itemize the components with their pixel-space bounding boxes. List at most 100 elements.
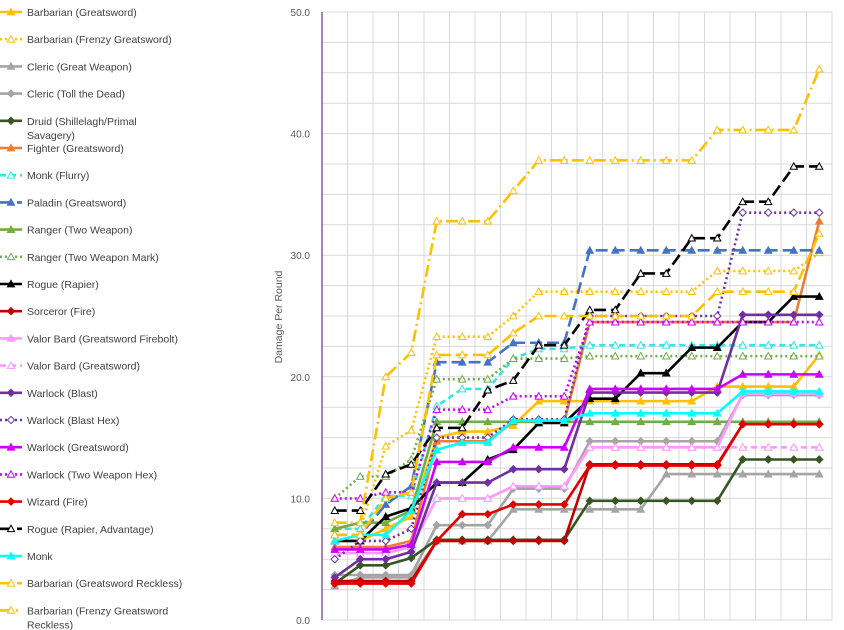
data-point: [508, 504, 518, 513]
data-point: [381, 372, 391, 381]
data-point: [687, 351, 697, 360]
legend-entry: Rogue (Rapier): [0, 279, 99, 291]
data-point: [406, 524, 416, 534]
gridlines: [321, 11, 833, 621]
y-tick-label: 10.0: [291, 494, 311, 505]
data-point: [585, 311, 595, 320]
data-point: [508, 500, 518, 509]
y-tick-label: 20.0: [291, 373, 311, 384]
data-point: [381, 579, 391, 588]
series-15: [330, 310, 824, 582]
data-point: [712, 317, 722, 326]
data-point: [355, 536, 365, 546]
data-point: [534, 504, 544, 513]
data-point: [432, 536, 442, 546]
data-point: [738, 351, 748, 360]
data-point: [457, 374, 467, 383]
legend-entry: Ranger (Two Weapon Mark): [0, 252, 159, 264]
data-point: [661, 442, 671, 451]
data-point: [712, 417, 722, 426]
legend-entry: Barbarian (Greatsword Reckless): [0, 578, 182, 590]
data-point: [483, 509, 493, 519]
legend-entry: Warlock (Blast Hex): [0, 415, 119, 427]
legend-label: Cleric (Great Weapon): [27, 61, 132, 73]
data-point: [687, 155, 697, 164]
data-point: [738, 245, 748, 254]
data-point: [483, 385, 493, 394]
data-point: [559, 391, 569, 400]
data-point: [738, 125, 748, 134]
data-point: [534, 481, 544, 490]
legend-label: Fighter (Greatsword): [27, 143, 124, 155]
data-point: [789, 442, 799, 451]
series-23: [330, 64, 824, 527]
data-point: [534, 155, 544, 164]
data-point: [814, 161, 824, 170]
data-point: [610, 461, 620, 470]
data-point: [381, 560, 391, 570]
data-point: [687, 233, 697, 242]
data-point: [687, 311, 697, 320]
data-point: [508, 442, 518, 451]
data-point: [789, 317, 799, 326]
data-point: [534, 464, 544, 474]
data-point: [508, 536, 518, 546]
legend-label: Paladin (Greatsword): [27, 197, 126, 209]
legend-entry: Rogue (Rapier, Advantage): [0, 524, 154, 536]
legend-label: Warlock (Blast Hex): [27, 415, 119, 427]
data-point: [661, 268, 671, 277]
data-point: [534, 442, 544, 451]
legend-label: Valor Bard (Greatsword Firebolt): [27, 333, 178, 345]
data-point: [381, 512, 391, 521]
data-point: [610, 496, 620, 506]
data-point: [763, 351, 773, 360]
data-point: [508, 375, 518, 384]
data-point: [712, 266, 722, 275]
data-point: [763, 310, 773, 320]
data-point: [406, 459, 416, 468]
data-point: [6, 306, 16, 316]
legend-entry: Monk: [0, 551, 53, 563]
data-point: [534, 311, 544, 320]
data-point: [534, 287, 544, 296]
data-point: [457, 357, 467, 366]
data-point: [636, 317, 646, 326]
legend-entry: Wizard (Fire): [0, 497, 88, 509]
data-point: [406, 425, 416, 434]
data-point: [763, 369, 773, 378]
data-point: [789, 386, 799, 395]
data-point: [330, 554, 340, 564]
data-point: [661, 351, 671, 360]
data-point: [738, 287, 748, 296]
data-point: [330, 544, 340, 553]
legend-entry: Ranger (Two Weapon): [0, 225, 132, 237]
data-point: [789, 287, 799, 296]
data-point: [6, 497, 16, 506]
data-point: [687, 469, 697, 478]
data-point: [508, 481, 518, 490]
data-point: [559, 464, 569, 474]
data-point: [483, 405, 493, 414]
data-point: [585, 287, 595, 296]
data-point: [406, 539, 416, 548]
series-line: [334, 68, 821, 525]
data-point: [355, 471, 365, 480]
data-point: [432, 332, 442, 341]
data-point: [6, 7, 16, 16]
data-point: [406, 553, 416, 563]
data-point: [814, 291, 824, 300]
data-point: [559, 481, 569, 490]
data-point: [534, 353, 544, 362]
data-point: [661, 368, 671, 377]
data-point: [330, 518, 340, 527]
data-point: [483, 332, 493, 341]
legend-label: Barbarian (Greatsword Reckless): [27, 578, 182, 590]
data-point: [712, 496, 722, 506]
data-point: [483, 374, 493, 383]
data-point: [661, 469, 671, 478]
data-point: [610, 417, 620, 426]
data-point: [6, 524, 16, 533]
data-point: [585, 417, 595, 426]
data-point: [610, 384, 620, 393]
data-point: [789, 340, 799, 349]
